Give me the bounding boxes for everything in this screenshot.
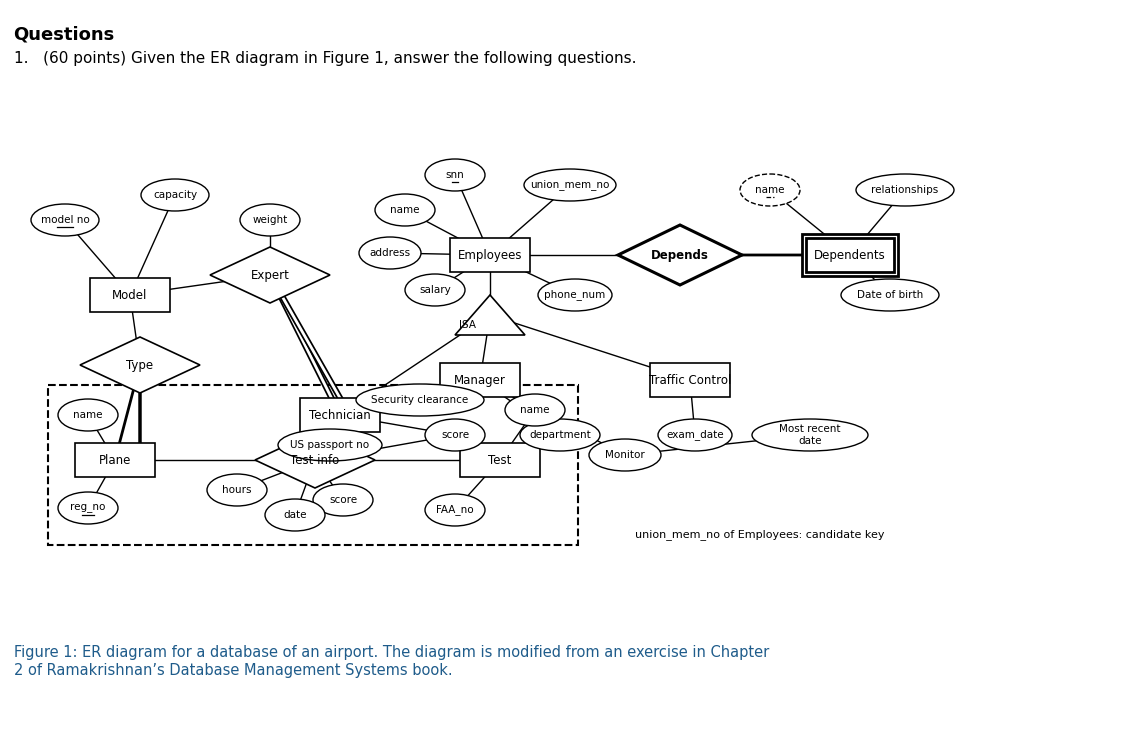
Text: score: score xyxy=(329,495,358,505)
Ellipse shape xyxy=(658,419,732,451)
Text: phone_num: phone_num xyxy=(545,289,606,300)
Ellipse shape xyxy=(424,494,485,526)
Ellipse shape xyxy=(313,484,373,516)
Ellipse shape xyxy=(31,204,99,236)
Text: US passport no: US passport no xyxy=(291,440,370,450)
Bar xyxy=(440,363,520,397)
Bar xyxy=(806,238,894,272)
Bar xyxy=(90,278,170,312)
Text: capacity: capacity xyxy=(153,190,197,200)
Text: exam_date: exam_date xyxy=(666,429,724,440)
Text: department: department xyxy=(529,430,591,440)
Ellipse shape xyxy=(405,274,465,306)
Text: name: name xyxy=(755,185,784,195)
Ellipse shape xyxy=(505,394,565,426)
Text: hours: hours xyxy=(222,485,252,495)
Text: Questions: Questions xyxy=(14,26,115,44)
Polygon shape xyxy=(79,337,200,393)
Ellipse shape xyxy=(424,159,485,191)
Polygon shape xyxy=(617,225,742,285)
Ellipse shape xyxy=(207,474,267,506)
Ellipse shape xyxy=(375,194,435,226)
Text: address: address xyxy=(369,248,411,258)
Text: Expert: Expert xyxy=(251,268,289,281)
Text: reg_no: reg_no xyxy=(70,503,106,513)
Ellipse shape xyxy=(753,419,868,451)
Ellipse shape xyxy=(538,279,612,311)
Text: model no: model no xyxy=(41,215,90,225)
Text: Most recent
date: Most recent date xyxy=(780,424,841,446)
Bar xyxy=(75,443,155,477)
Polygon shape xyxy=(255,432,375,488)
Text: Traffic Control: Traffic Control xyxy=(649,373,731,386)
Text: salary: salary xyxy=(419,285,451,295)
Text: Date of birth: Date of birth xyxy=(857,290,923,300)
Text: score: score xyxy=(440,430,469,440)
Text: name: name xyxy=(74,410,103,420)
Text: Manager: Manager xyxy=(454,373,506,386)
Bar xyxy=(650,363,730,397)
Bar xyxy=(300,398,380,432)
Polygon shape xyxy=(210,247,330,303)
Text: Employees: Employees xyxy=(457,249,522,262)
Ellipse shape xyxy=(278,429,382,461)
Text: Test info: Test info xyxy=(291,453,339,467)
Ellipse shape xyxy=(141,179,209,211)
Text: weight: weight xyxy=(252,215,287,225)
Ellipse shape xyxy=(239,204,300,236)
Text: name: name xyxy=(390,205,420,215)
Text: date: date xyxy=(284,510,306,520)
Ellipse shape xyxy=(740,174,800,206)
Text: ISA: ISA xyxy=(460,320,477,330)
Text: Model: Model xyxy=(112,289,148,302)
Text: Figure 1: ER diagram for a database of an airport. The diagram is modified from : Figure 1: ER diagram for a database of a… xyxy=(14,645,768,677)
Ellipse shape xyxy=(356,384,484,416)
Ellipse shape xyxy=(58,399,118,431)
Text: Dependents: Dependents xyxy=(814,249,886,262)
Bar xyxy=(460,443,540,477)
Text: 1.   (60 points) Given the ER diagram in Figure 1, answer the following question: 1. (60 points) Given the ER diagram in F… xyxy=(14,51,636,66)
Ellipse shape xyxy=(264,499,325,531)
Text: Type: Type xyxy=(126,359,153,372)
Text: FAA_no: FAA_no xyxy=(436,504,473,515)
Ellipse shape xyxy=(359,237,421,269)
Text: union_mem_no of Employees: candidate key: union_mem_no of Employees: candidate key xyxy=(634,529,884,540)
Bar xyxy=(48,385,578,545)
Polygon shape xyxy=(455,295,526,335)
Text: Test: Test xyxy=(488,453,512,467)
Text: Security clearance: Security clearance xyxy=(371,395,469,405)
Text: Plane: Plane xyxy=(99,453,132,467)
Bar xyxy=(802,234,898,276)
Ellipse shape xyxy=(520,419,600,451)
Text: Depends: Depends xyxy=(651,249,709,262)
Text: name: name xyxy=(520,405,549,415)
Ellipse shape xyxy=(524,169,616,201)
Text: union_mem_no: union_mem_no xyxy=(530,179,609,190)
Text: Technician: Technician xyxy=(309,408,371,421)
Text: relationships: relationships xyxy=(872,185,939,195)
Ellipse shape xyxy=(58,492,118,524)
Ellipse shape xyxy=(424,419,485,451)
Ellipse shape xyxy=(589,439,661,471)
Bar xyxy=(449,238,530,272)
Text: snn: snn xyxy=(446,170,464,180)
Text: Monitor: Monitor xyxy=(605,450,645,460)
Ellipse shape xyxy=(841,279,939,311)
Ellipse shape xyxy=(856,174,955,206)
